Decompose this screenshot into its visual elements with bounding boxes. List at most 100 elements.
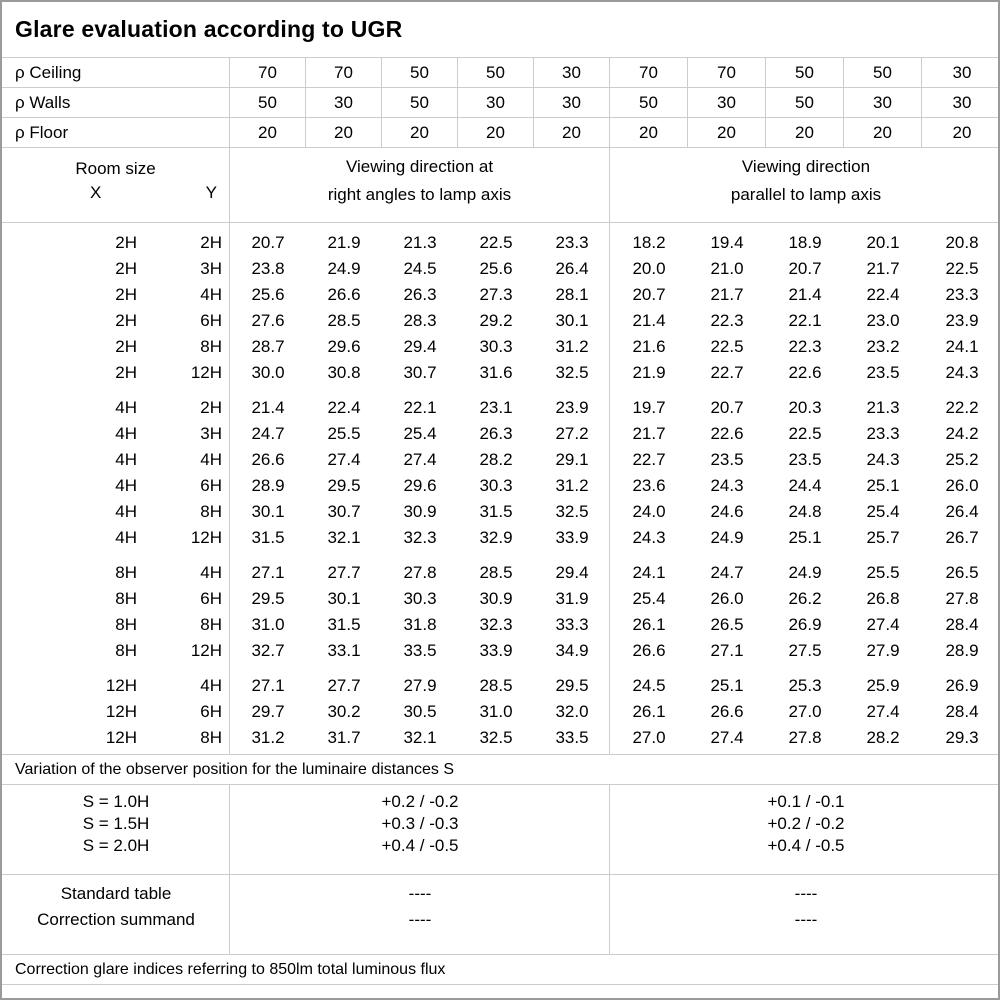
distance-label: S = 1.0H: [82, 792, 150, 811]
ugr-value-cell: 23.3: [555, 233, 589, 252]
ugr-value-cell: 27.4: [327, 450, 361, 469]
ugr-value-cell: 32.5: [555, 502, 589, 521]
ugr-value-cell: 31.6: [479, 363, 513, 382]
ugr-value-cell: 32.1: [403, 728, 437, 747]
table-row: 12H 4H 27.1 27.7 27.9 28.5 29.5 24.5 25.1 25.3 25.…: [2, 673, 998, 699]
summary-parallel-value: ----: [794, 884, 818, 903]
ugr-value-cell: 32.0: [555, 702, 589, 721]
table-row: 12H 6H 29.7 30.2 30.5 31.0 32.0 26.1 26.6 27.0 27.…: [2, 699, 998, 725]
ugr-value-cell: 24.2: [945, 424, 979, 443]
ugr-value-cell: 30.2: [327, 702, 361, 721]
right-angles-group-header: Viewing direction at right angles to lam…: [230, 148, 610, 223]
ugr-value-cell: 27.2: [555, 424, 589, 443]
room-x-cell: 12H: [105, 702, 137, 721]
room-y-cell: 4H: [200, 563, 222, 582]
ugr-value-cell: 32.1: [327, 528, 361, 547]
ugr-value-cell: 23.8: [251, 259, 285, 278]
reflectance-value: 50: [230, 88, 306, 118]
ugr-value-cell: 24.4: [788, 476, 822, 495]
reflectance-value: 30: [844, 88, 922, 118]
ugr-value-cell: 24.3: [632, 528, 666, 547]
variation-parallel-value: +0.4 / -0.5: [767, 836, 845, 855]
room-y-cell: 4H: [200, 450, 222, 469]
ugr-value-cell: 27.1: [251, 563, 285, 582]
ugr-value-cell: 20.7: [788, 259, 822, 278]
ugr-value-cell: 27.9: [866, 641, 900, 660]
ugr-value-cell: 22.5: [479, 233, 513, 252]
summary-label: Standard table: [60, 884, 172, 903]
table-row: 2H 4H 25.6 26.6 26.3 27.3 28.1 20.7 21.7 21.4 22.4…: [2, 282, 998, 308]
ugr-value-cell: 24.1: [945, 337, 979, 356]
ugr-value-cell: 25.9: [866, 676, 900, 695]
ugr-value-cell: 26.5: [945, 563, 979, 582]
ugr-value-cell: 23.3: [945, 285, 979, 304]
reflectance-label: ρ Floor: [2, 118, 230, 148]
parallel-group-header: Viewing direction parallel to lamp axis: [610, 148, 998, 223]
observer-variation-table: S = 1.0H +0.2 / -0.2 +0.1 / -0.1 S = 1.5H +0…: [2, 785, 998, 875]
ugr-value-cell: 26.9: [945, 676, 979, 695]
ugr-value-cell: 30.0: [251, 363, 285, 382]
ugr-value-cell: 28.9: [251, 476, 285, 495]
reflectance-value: 30: [534, 88, 610, 118]
ugr-value-cell: 31.0: [251, 615, 285, 634]
ugr-value-cell: 26.4: [555, 259, 589, 278]
ugr-value-cell: 22.5: [945, 259, 979, 278]
reflectance-value: 70: [306, 58, 382, 88]
room-y-cell: 12H: [190, 363, 222, 382]
ugr-value-cell: 22.7: [710, 363, 744, 382]
table-row: 4H 3H 24.7 25.5 25.4 26.3 27.2 21.7 22.6 22.5 23.3…: [2, 421, 998, 447]
summary-right-angles-value: ----: [408, 910, 432, 929]
ugr-value-cell: 24.3: [945, 363, 979, 382]
ugr-value-cell: 26.5: [710, 615, 744, 634]
reflectance-value: 20: [306, 118, 382, 148]
reflectance-table: ρ Ceiling 70 70 50 50 30 70 70 50 50 30 ρ Walls 50 30…: [2, 58, 998, 148]
ugr-value-cell: 32.7: [251, 641, 285, 660]
ugr-value-cell: 31.5: [251, 528, 285, 547]
ugr-value-cell: 30.3: [403, 589, 437, 608]
room-y-cell: 8H: [200, 728, 222, 747]
ugr-value-cell: 28.3: [403, 311, 437, 330]
reflectance-value: 50: [382, 88, 458, 118]
ugr-value-cell: 21.4: [251, 398, 285, 417]
ugr-value-cell: 32.3: [479, 615, 513, 634]
ugr-value-cell: 21.3: [403, 233, 437, 252]
ugr-value-cell: 29.5: [555, 676, 589, 695]
ugr-value-cell: 28.4: [945, 615, 979, 634]
ugr-value-cell: 21.7: [710, 285, 744, 304]
table-row: 2H 2H 20.7 21.9 21.3 22.5 23.3 18.2 19.4 18.9 20.1…: [2, 230, 998, 256]
ugr-value-cell: 27.4: [403, 450, 437, 469]
ugr-value-cell: 28.5: [327, 311, 361, 330]
variation-right-angles-value: +0.2 / -0.2: [381, 792, 459, 811]
distance-label: S = 2.0H: [82, 836, 150, 855]
ugr-value-cell: 30.5: [403, 702, 437, 721]
right-angles-header-line2: right angles to lamp axis: [327, 185, 512, 204]
ugr-value-cell: 27.8: [945, 589, 979, 608]
ugr-value-cell: 27.8: [788, 728, 822, 747]
reflectance-value: 20: [688, 118, 766, 148]
reflectance-value: 70: [610, 58, 688, 88]
reflectance-row: ρ Walls 50 30 50 30 30 50 30 50 30 30: [2, 88, 998, 118]
ugr-value-cell: 23.5: [710, 450, 744, 469]
distance-label: S = 1.5H: [82, 814, 150, 833]
ugr-value-cell: 27.0: [632, 728, 666, 747]
reflectance-value: 30: [458, 88, 534, 118]
reflectance-value: 20: [610, 118, 688, 148]
variation-row: S = 2.0H +0.4 / -0.5 +0.4 / -0.5: [2, 835, 998, 857]
summary-parallel-value: ----: [794, 910, 818, 929]
table-row: 8H 4H 27.1 27.7 27.8 28.5 29.4 24.1 24.7 24.9 25.5…: [2, 560, 998, 586]
ugr-value-cell: 30.1: [327, 589, 361, 608]
ugr-value-cell: 23.6: [632, 476, 666, 495]
ugr-value-cell: 25.3: [788, 676, 822, 695]
ugr-value-cell: 26.0: [945, 476, 979, 495]
ugr-value-cell: 23.5: [788, 450, 822, 469]
ugr-value-cell: 31.5: [327, 615, 361, 634]
ugr-value-cell: 26.7: [945, 528, 979, 547]
ugr-value-cell: 22.6: [788, 363, 822, 382]
divider-label-columns: [229, 785, 230, 874]
ugr-value-cell: 26.6: [710, 702, 744, 721]
ugr-value-cell: 21.9: [327, 233, 361, 252]
ugr-value-cell: 20.7: [632, 285, 666, 304]
ugr-value-cell: 24.1: [632, 563, 666, 582]
table-row: 2H 6H 27.6 28.5 28.3 29.2 30.1 21.4 22.3 22.1 23.0…: [2, 308, 998, 334]
ugr-value-cell: 27.7: [327, 676, 361, 695]
